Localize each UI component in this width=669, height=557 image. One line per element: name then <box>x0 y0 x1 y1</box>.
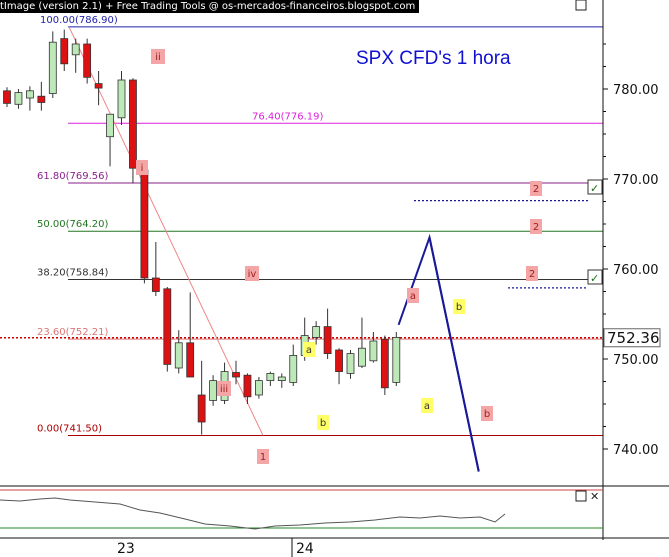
candle-up <box>48 41 57 94</box>
alert-icon: ✓ <box>590 272 599 285</box>
fib-level-label: 38.20(758.84) <box>37 267 109 278</box>
wave-label-box <box>407 288 419 303</box>
oscillator-panel: ✕ <box>0 0 603 530</box>
candle-up <box>209 380 218 401</box>
candle-up <box>277 376 286 381</box>
candle-down <box>129 79 137 169</box>
wave-label: b <box>484 409 490 420</box>
candle-up <box>346 353 355 374</box>
wave-label-box <box>151 49 165 64</box>
fib-level-label: 100.00(786.90) <box>40 15 118 26</box>
wave-label: iii <box>220 384 228 395</box>
candle-up <box>174 342 183 369</box>
wave-label: 2 <box>533 184 539 195</box>
wave-label-box <box>453 299 465 314</box>
fib-level-label: 0.00(741.50) <box>37 424 102 435</box>
x-tick-label-23: 23 <box>117 541 135 557</box>
candle-down <box>163 288 172 365</box>
candle-down <box>151 277 160 292</box>
fibonacci-levels: 100.00(786.90) 76.40(776.19) 61.80(769.56)… <box>0 15 603 436</box>
wave-label-box <box>217 381 231 396</box>
wave-label: 1 <box>260 452 266 463</box>
wave-label: a <box>410 291 416 302</box>
y-tick-label: 770.00 <box>613 173 659 188</box>
projection-leg <box>428 237 480 472</box>
wave-label: iv <box>248 269 257 280</box>
y-tick-label: 750.00 <box>613 353 659 368</box>
wave-label-box <box>481 406 493 421</box>
wave-label: a <box>306 345 312 356</box>
candle-up <box>254 380 263 396</box>
oscillator-line <box>0 497 506 530</box>
candle-up <box>14 92 23 105</box>
y-tick-label: 760.00 <box>613 263 659 278</box>
candle-down <box>335 349 343 373</box>
wave-label: 2 <box>529 269 535 280</box>
projection-path <box>397 233 480 472</box>
last-price-label: 752.36 <box>607 329 660 347</box>
x-tick-label-24: 24 <box>296 541 314 557</box>
wave-label-box <box>530 219 542 234</box>
wave-label-box <box>136 160 148 175</box>
app-banner: tImage (version 2.1) + Free Trading Tool… <box>0 0 420 13</box>
fib-level-label: 76.40(776.19) <box>252 111 324 122</box>
candle-down <box>140 169 149 279</box>
candle-up <box>117 79 126 119</box>
candle-down <box>243 374 252 398</box>
candle-down <box>60 38 69 65</box>
candles <box>3 29 401 435</box>
wave-label: i <box>141 163 144 174</box>
trend-lines: ✓✓ <box>68 26 603 472</box>
candle-up <box>25 90 34 99</box>
last-price-box <box>603 328 661 348</box>
candle-down <box>94 83 103 89</box>
candle-down <box>380 338 389 389</box>
retracement-line <box>68 26 264 436</box>
candle-up <box>312 326 321 338</box>
candle-down <box>83 43 92 78</box>
alert-box <box>587 179 603 195</box>
candle-down <box>3 90 11 104</box>
wave-label-box <box>245 266 259 281</box>
wave-label: b <box>320 418 326 429</box>
wave-label-box <box>421 398 433 413</box>
wave-label-box <box>257 449 269 464</box>
alert-icon: ✓ <box>590 182 599 195</box>
wave-label: a <box>424 401 430 412</box>
candle-up <box>266 372 275 381</box>
candle-down <box>232 372 240 378</box>
chart-maximize-button[interactable] <box>575 0 587 11</box>
candle-down <box>186 342 195 378</box>
candle-down <box>197 394 206 423</box>
candle-up <box>392 336 401 383</box>
fib-level-label: 61.80(769.56) <box>37 171 109 182</box>
panel-close-icon: ✕ <box>590 490 599 503</box>
wave-label: b <box>456 302 462 313</box>
wave-label-box <box>530 181 542 196</box>
y-tick-label: 780.00 <box>613 83 659 98</box>
candle-down <box>37 95 46 103</box>
candle-up <box>71 43 80 56</box>
wave-label-box <box>317 415 329 430</box>
candle-up <box>106 113 114 138</box>
candle-up <box>369 340 378 362</box>
wave-label-box <box>303 342 315 357</box>
candle-down <box>323 326 332 355</box>
y-tick-label: 740.00 <box>613 443 659 458</box>
wave-label: ii <box>155 52 161 63</box>
alert-box <box>587 269 603 285</box>
candle-up <box>289 354 298 383</box>
fib-level-label: 23.60(752.21) <box>37 327 109 338</box>
chart-title: SPX CFD's 1 hora <box>356 48 511 69</box>
wave-label-box <box>526 266 538 281</box>
panel-maximize-button[interactable] <box>575 490 587 502</box>
fib-level-label: 50.00(764.20) <box>37 219 109 230</box>
wave-label: 2 <box>533 222 539 233</box>
candle-up <box>358 347 366 367</box>
